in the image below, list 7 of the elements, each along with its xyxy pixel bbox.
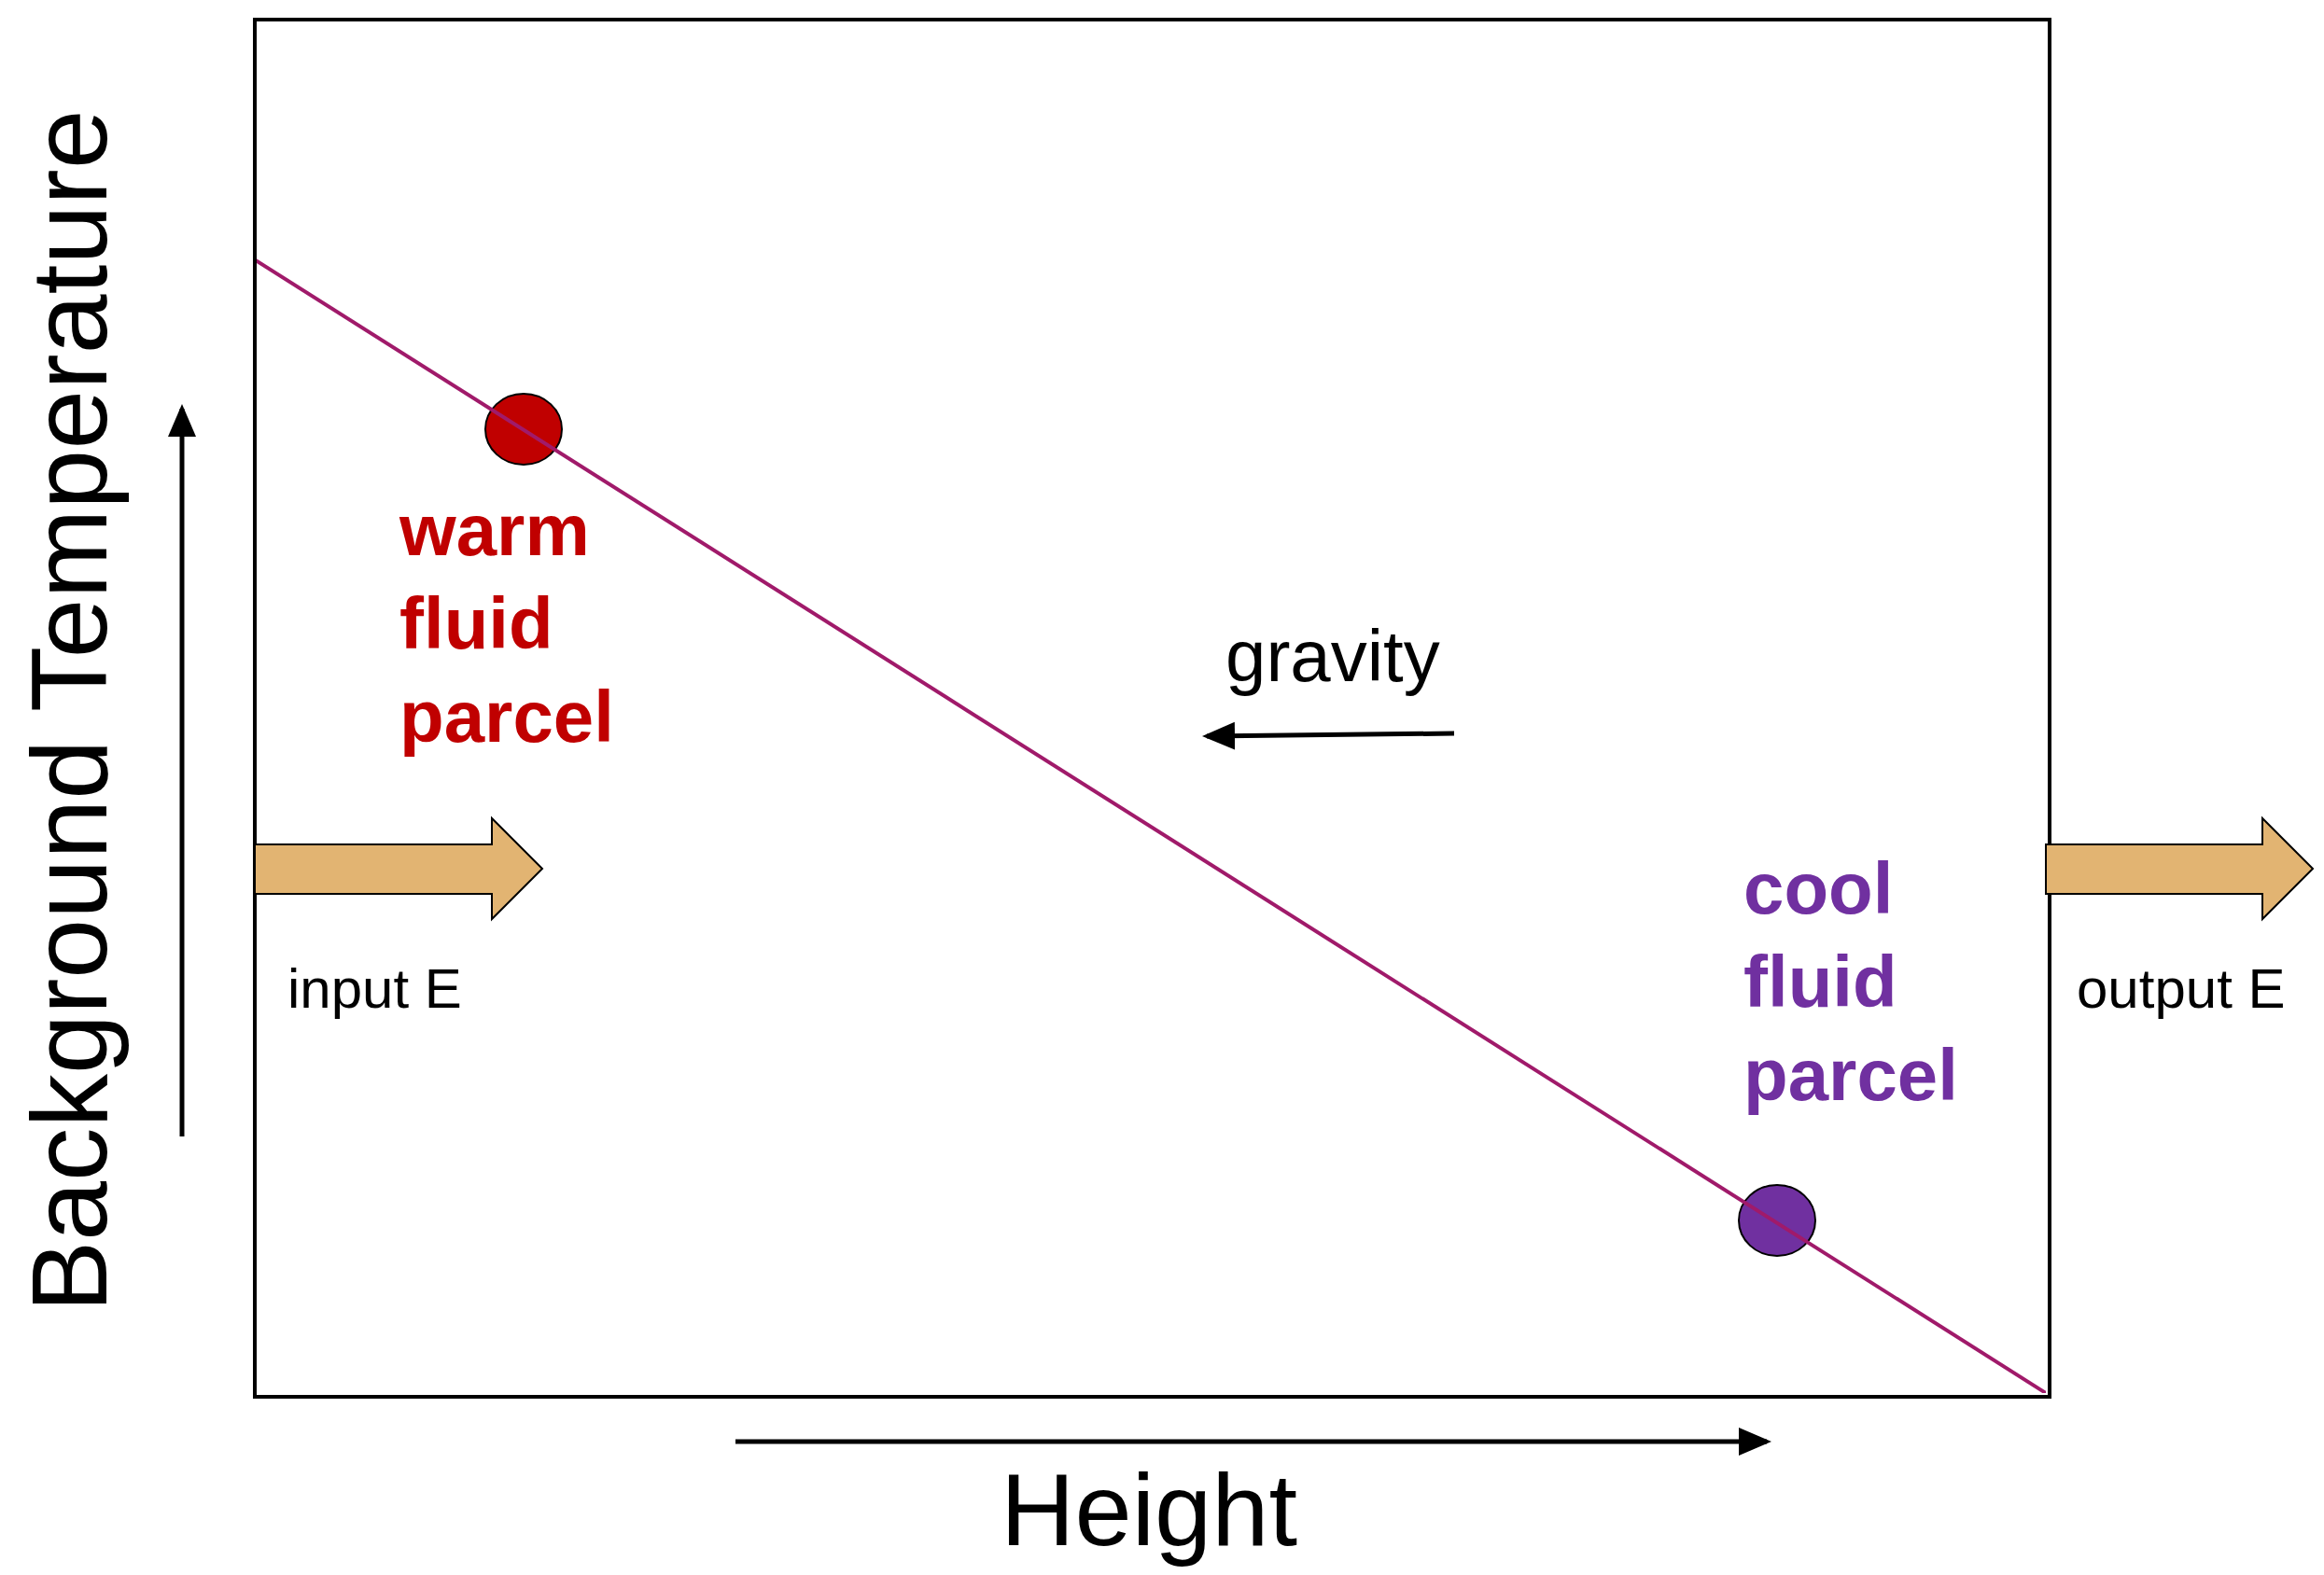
y-axis-title: Background Temperature <box>9 109 129 1313</box>
annotation: gravity <box>1225 615 1440 697</box>
annotation: output E <box>2077 957 2286 1020</box>
annotation: cool fluid parcel <box>1743 847 1958 1116</box>
annotation: input E <box>287 957 462 1020</box>
x-axis-title: Height <box>1001 1452 1297 1567</box>
annotation: warm fluid parcel <box>399 489 614 758</box>
